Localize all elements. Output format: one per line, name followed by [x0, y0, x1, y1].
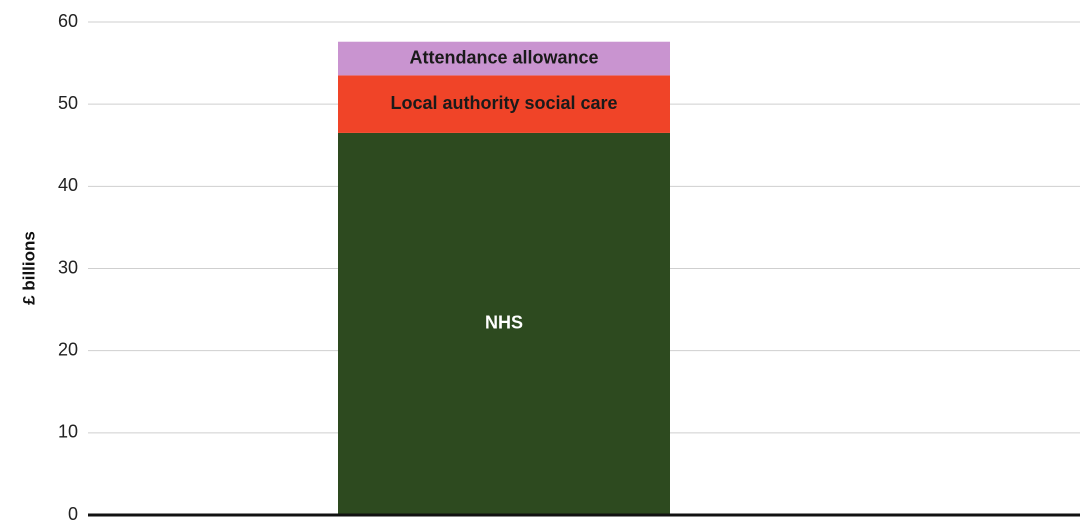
y-axis-label: £ billions — [19, 231, 38, 305]
y-tick-label: 40 — [58, 175, 78, 195]
bar-segment — [338, 41, 670, 76]
y-tick-label: 20 — [58, 339, 78, 359]
segment-label: NHS — [485, 313, 523, 333]
y-tick-label: 0 — [68, 504, 78, 524]
bar-segment — [338, 132, 670, 516]
y-tick-label: 10 — [58, 422, 78, 442]
segment-label: Local authority social care — [390, 93, 617, 113]
y-tick-label: 30 — [58, 257, 78, 277]
y-tick-label: 50 — [58, 93, 78, 113]
segment-label: Attendance allowance — [409, 47, 598, 67]
y-tick-label: 60 — [58, 11, 78, 31]
bar-segment — [338, 75, 670, 133]
